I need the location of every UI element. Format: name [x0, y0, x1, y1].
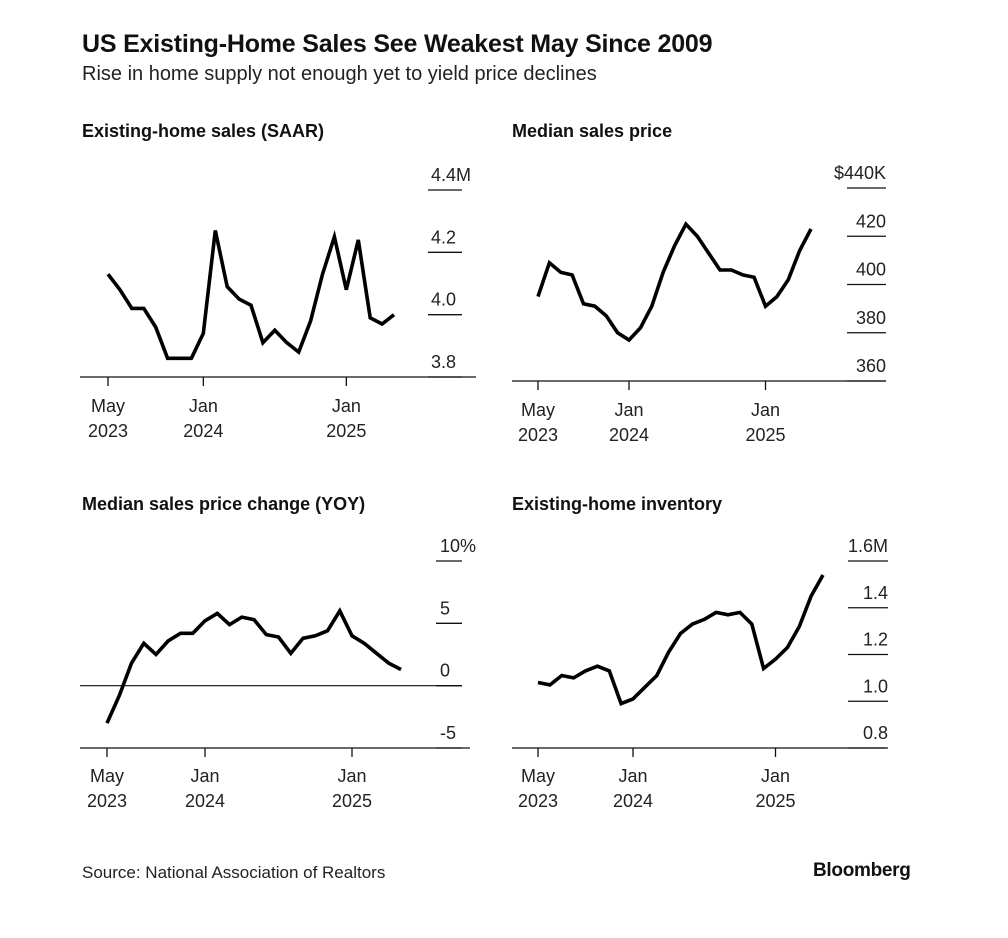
series-line-sales [106, 229, 396, 361]
x-tick-label-sales: Jan [189, 396, 218, 416]
y-tick-label-price: 400 [856, 260, 886, 280]
x-tick-label-yoy: 2025 [332, 791, 372, 811]
brand-logo: Bloomberg [813, 860, 911, 881]
x-tick-label-yoy: Jan [337, 766, 366, 786]
x-tick-label-inventory: May [521, 766, 555, 786]
x-tick-label-sales: 2025 [326, 421, 366, 441]
y-tick-label-inventory: 1.4 [863, 583, 888, 603]
y-tick-label-price: 380 [856, 308, 886, 328]
panel-title-sales: Existing-home sales (SAAR) [82, 121, 325, 141]
y-tick-label-price: 420 [856, 211, 886, 231]
series-line-price [536, 221, 813, 343]
x-tick-label-inventory: 2025 [755, 791, 795, 811]
panel-title-inventory: Existing-home inventory [512, 494, 723, 514]
x-tick-label-price: 2023 [518, 425, 558, 445]
series-line-inventory [537, 574, 825, 706]
x-tick-label-yoy: 2023 [87, 791, 127, 811]
y-tick-label-sales: 3.8 [431, 352, 456, 372]
source-note: Source: National Association of Realtors [82, 863, 386, 882]
y-tick-label-sales: 4.0 [431, 290, 456, 310]
x-tick-label-inventory: 2024 [613, 791, 653, 811]
x-tick-label-price: May [521, 400, 555, 420]
x-tick-label-yoy: Jan [190, 766, 219, 786]
panel-title-price: Median sales price [512, 121, 673, 141]
chart-subtitle: Rise in home supply not enough yet to yi… [82, 63, 597, 85]
series-line-yoy [105, 607, 402, 724]
x-tick-label-price: 2024 [609, 425, 649, 445]
x-tick-label-price: 2025 [745, 425, 785, 445]
y-tick-label-price: 360 [856, 356, 886, 376]
x-tick-label-sales: 2024 [183, 421, 223, 441]
y-tick-label-inventory: 1.0 [863, 676, 888, 696]
y-tick-label-yoy: 5 [440, 598, 450, 618]
x-tick-label-sales: Jan [332, 396, 361, 416]
y-tick-label-inventory: 1.2 [863, 630, 888, 650]
x-tick-label-inventory: Jan [618, 766, 647, 786]
panel-title-yoy: Median sales price change (YOY) [82, 494, 366, 514]
y-tick-label-yoy: 10% [440, 536, 476, 556]
x-tick-label-yoy: 2024 [185, 791, 225, 811]
y-tick-label-inventory: 1.6M [848, 536, 888, 556]
y-tick-label-sales: 4.4M [431, 165, 471, 185]
x-tick-label-sales: 2023 [88, 421, 128, 441]
x-tick-label-price: Jan [614, 400, 643, 420]
y-tick-label-sales: 4.2 [431, 227, 456, 247]
chart-title: US Existing-Home Sales See Weakest May S… [82, 30, 713, 58]
y-tick-label-inventory: 0.8 [863, 723, 888, 743]
y-tick-label-yoy: -5 [440, 723, 456, 743]
x-tick-label-yoy: May [90, 766, 124, 786]
x-tick-label-price: Jan [751, 400, 780, 420]
x-tick-label-sales: May [91, 396, 125, 416]
y-tick-label-yoy: 0 [440, 661, 450, 681]
x-tick-label-inventory: Jan [761, 766, 790, 786]
y-tick-label-price: $440K [834, 163, 886, 183]
x-tick-label-inventory: 2023 [518, 791, 558, 811]
